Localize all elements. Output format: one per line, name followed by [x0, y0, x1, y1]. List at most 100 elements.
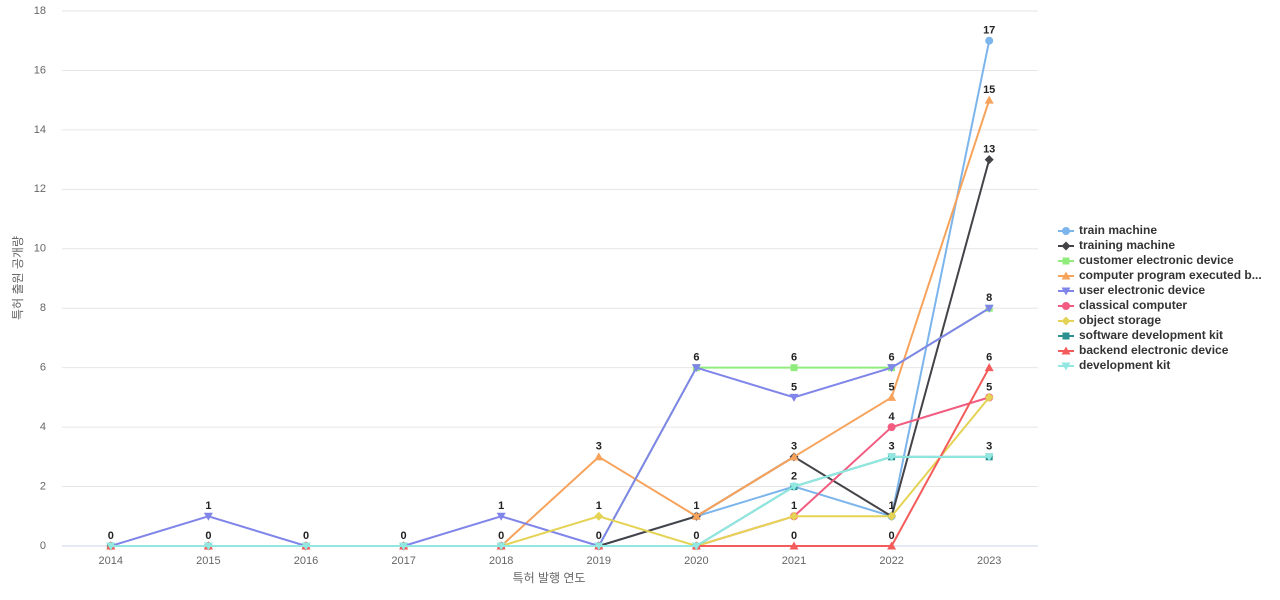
point: [790, 364, 798, 372]
legend-label: software development kit: [1079, 328, 1223, 342]
series: [106, 453, 994, 551]
data-label: 1: [596, 500, 602, 512]
y-tick-label: 4: [40, 421, 46, 433]
data-label: 5: [791, 381, 797, 393]
point: [1061, 362, 1071, 371]
point: [887, 392, 897, 401]
legend-item: customer electronic device: [1058, 253, 1234, 267]
y-tick-label: 12: [34, 183, 46, 195]
data-label: 1: [205, 500, 211, 512]
line: [110, 455, 990, 547]
data-label: 0: [791, 530, 797, 542]
point: [789, 511, 799, 521]
x-axis-title: 특허 발행 연도: [513, 570, 586, 585]
point: [789, 452, 799, 461]
data-label: 0: [303, 530, 309, 542]
data-label: 0: [498, 530, 504, 542]
point: [789, 541, 799, 550]
point: [789, 483, 799, 492]
point: [1062, 257, 1070, 265]
point: [691, 511, 701, 520]
point: [399, 542, 409, 551]
x-tick-label: 2016: [294, 555, 318, 567]
point: [887, 423, 896, 432]
data-label: 5: [889, 381, 895, 393]
data-label: 5: [986, 381, 992, 393]
legend-label: classical computer: [1079, 298, 1187, 312]
point: [984, 392, 994, 402]
data-label: 0: [596, 530, 602, 542]
x-tick-label: 2018: [489, 555, 513, 567]
data-label: 1: [693, 500, 699, 512]
data-label: 13: [983, 144, 995, 156]
point: [789, 393, 799, 402]
point: [496, 542, 506, 551]
point: [1062, 227, 1070, 235]
data-label: 2: [791, 470, 797, 482]
legend-label: training machine: [1079, 238, 1175, 252]
x-tick-label: 2022: [879, 555, 903, 567]
data-label: 8: [986, 292, 992, 304]
point: [887, 364, 897, 373]
point: [887, 541, 897, 550]
x-tick-label: 2020: [684, 555, 708, 567]
point: [984, 453, 994, 462]
data-label: 0: [693, 530, 699, 542]
legend-label: train machine: [1079, 223, 1157, 237]
series: [106, 155, 994, 551]
line: [110, 159, 991, 547]
line: [110, 396, 990, 547]
legend-label: development kit: [1079, 358, 1170, 372]
legend-item: object storage: [1058, 313, 1161, 327]
point: [984, 304, 994, 313]
data-label: 0: [401, 530, 407, 542]
y-tick-label: 8: [40, 302, 46, 314]
x-tick-label: 2019: [587, 555, 611, 567]
point: [1061, 287, 1071, 296]
point: [984, 155, 994, 165]
data-label: 0: [889, 530, 895, 542]
data-label: 3: [791, 441, 797, 453]
legend-item: backend electronic device: [1058, 343, 1229, 357]
legend-item: development kit: [1058, 358, 1170, 372]
y-tick-label: 6: [40, 362, 46, 374]
data-label: 6: [986, 352, 992, 364]
series: [106, 95, 994, 550]
data-label: 17: [983, 25, 995, 37]
x-tick-label: 2015: [196, 555, 220, 567]
point: [887, 511, 897, 521]
y-axis-title: 특허 출원 공개량: [11, 236, 25, 320]
point: [496, 512, 506, 521]
y-tick-label: 0: [40, 540, 46, 552]
legend-item: classical computer: [1058, 298, 1187, 312]
x-tick-label: 2021: [782, 555, 806, 567]
data-label: 1: [889, 500, 895, 512]
data-label: 6: [693, 352, 699, 364]
legend-label: object storage: [1079, 313, 1161, 327]
legend-item: computer program executed b...: [1058, 268, 1262, 282]
line: [110, 367, 991, 547]
y-tick-label: 14: [34, 124, 46, 136]
legend-item: training machine: [1058, 238, 1175, 252]
point: [887, 453, 897, 462]
legend-label: customer electronic device: [1079, 253, 1234, 267]
point: [1061, 241, 1071, 251]
point: [691, 364, 701, 373]
point: [984, 363, 994, 372]
point: [594, 452, 604, 461]
legend-label: user electronic device: [1079, 283, 1205, 297]
legend-label: backend electronic device: [1079, 343, 1229, 357]
data-label: 0: [205, 530, 211, 542]
legend-label: computer program executed b...: [1079, 268, 1262, 282]
point: [984, 95, 994, 104]
legend-item: train machine: [1058, 223, 1157, 237]
x-tick-label: 2023: [977, 555, 1001, 567]
point: [985, 36, 994, 45]
data-label: 6: [791, 352, 797, 364]
data-label: 1: [791, 500, 797, 512]
point: [203, 542, 213, 551]
data-label: 6: [889, 352, 895, 364]
legend-item: user electronic device: [1058, 283, 1205, 297]
data-label: 3: [596, 441, 602, 453]
x-tick-label: 2014: [99, 555, 123, 567]
